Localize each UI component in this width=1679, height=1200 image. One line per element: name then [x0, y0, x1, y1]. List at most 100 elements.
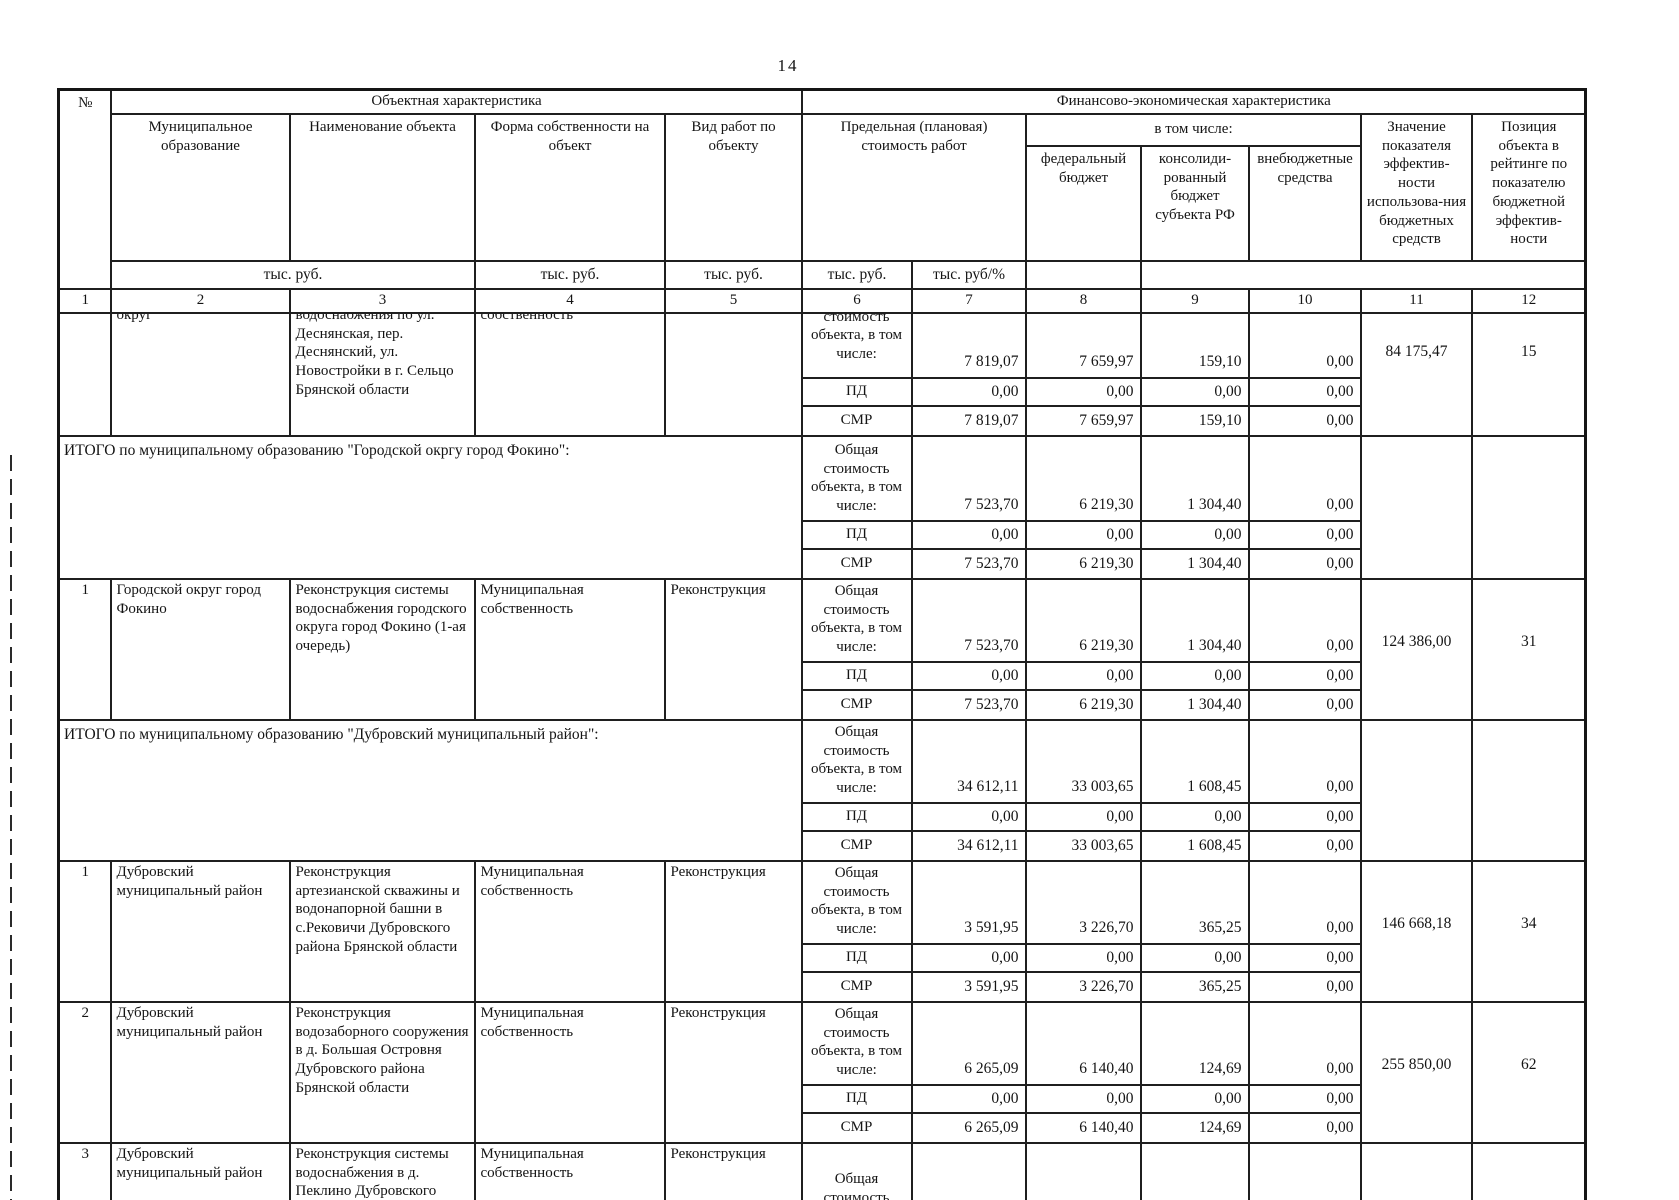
colnum-8: 8 [1024, 287, 1142, 314]
cell-smr-federal: 6 219,30 [1024, 547, 1142, 580]
cell-pd-label: ПД [800, 519, 913, 550]
cell-smr-consolidated: 1 304,40 [1139, 547, 1250, 580]
cell-municipal: Дубровский муниципальный район [109, 1141, 291, 1200]
header-extrabudgetary: внебюджетные средства [1247, 144, 1362, 262]
colnum-7: 7 [910, 287, 1027, 314]
cell-pd-consolidated: 0,00 [1139, 1083, 1250, 1114]
cell-smr-consolidated: 1 304,40 [1139, 688, 1250, 721]
column-numbers-row: 1 2 3 4 5 6 7 8 9 10 11 12 [57, 287, 1587, 314]
cell-total-cost: 7 819,07 [910, 311, 1027, 379]
cell-pd-extrabudgetary: 0,00 [1247, 801, 1362, 832]
cell-smr-total: 7 819,07 [910, 404, 1027, 437]
cell-subtotal-label: ИТОГО по муниципальному образованию "Дуб… [57, 718, 803, 862]
cell-ownership: Муниципальная собственность [473, 1141, 666, 1200]
header-object-name: Наименование объекта [288, 112, 476, 262]
subtotal-row: ИТОГО по муниципальному образованию "Дуб… [57, 718, 1587, 862]
unit-rating-empty [1024, 259, 1142, 290]
page-number: 14 [777, 56, 799, 75]
cell-smr-label: СМР [800, 1111, 913, 1144]
header-no: № [57, 88, 112, 290]
cell-pd-consolidated: 0,00 [1139, 519, 1250, 550]
cell-smr-federal: 7 659,97 [1024, 404, 1142, 437]
cell-object-name: Реконструкция системы водоснабжения в д.… [288, 1141, 476, 1200]
cell-pd-extrabudgetary: 0,00 [1247, 376, 1362, 407]
header-rating: Позиция объекта в рейтинге по показателю… [1470, 112, 1587, 262]
cell-pd-label: ПД [800, 376, 913, 407]
cell-municipal: округ [109, 311, 291, 437]
cell-pd-consolidated: 0,00 [1139, 942, 1250, 973]
cell-efficiency-value: 255 850,00 [1359, 1000, 1473, 1144]
cell-smr-extrabudgetary: 0,00 [1247, 547, 1362, 580]
cell-extrabudgetary-value: 0,00 [1247, 311, 1362, 379]
cell-federal-value: 3 226,70 [1024, 859, 1142, 945]
cell-smr-extrabudgetary: 0,00 [1247, 688, 1362, 721]
header-federal: федеральный бюджет [1024, 144, 1142, 262]
header-including: в том числе: [1024, 112, 1362, 147]
colnum-6: 6 [800, 287, 913, 314]
table-row-pd: ПД 0,00 0,00 0,00 0,00 [59, 660, 1586, 691]
cell-efficiency-value: 146 668,18 [1359, 859, 1473, 1003]
cell-rating-value: 34 [1470, 859, 1587, 1003]
cell-smr-extrabudgetary: 0,00 [1247, 970, 1362, 1003]
cell-pd-consolidated: 0,00 [1139, 801, 1250, 832]
subtotal-row: ИТОГО по муниципальному образованию "Гор… [57, 434, 1587, 580]
cell-pd-extrabudgetary: 0,00 [1247, 660, 1362, 691]
cell-pd-label: ПД [800, 1083, 913, 1114]
cell-total-cost [910, 1141, 1027, 1200]
colnum-12: 12 [1470, 287, 1587, 314]
header-consolidated: консолиди-рованный бюджет субъекта РФ [1139, 144, 1250, 262]
cell-pd-extrabudgetary: 0,00 [1247, 519, 1362, 550]
cell-consolidated-value: 159,10 [1139, 311, 1250, 379]
cell-cost-label: стоимость объекта, в том числе: [800, 311, 913, 379]
unit-cost: тыс. руб. [109, 259, 476, 290]
cell-federal-value: 33 003,65 [1024, 718, 1142, 804]
cell-ownership: Муниципальная собственность [473, 1000, 666, 1144]
cell-efficiency-value: 84 175,47 [1359, 311, 1473, 437]
cell-pd-federal: 0,00 [1024, 801, 1142, 832]
header-row-upper: Муниципальное образование Наименование о… [59, 112, 1587, 262]
cell-pd-total: 0,00 [910, 942, 1027, 973]
cell-smr-extrabudgetary: 0,00 [1247, 829, 1362, 862]
colnum-11: 11 [1359, 287, 1473, 314]
cell-federal-value: 7 659,97 [1024, 311, 1142, 379]
colnum-1: 1 [57, 287, 112, 314]
cell-smr-total: 7 523,70 [910, 547, 1027, 580]
cell-rating-value [1470, 718, 1587, 862]
cell-pd-federal: 0,00 [1024, 519, 1142, 550]
cell-cost-label: Общая стоимость объекта, в том числе: [800, 1141, 913, 1200]
cell-pd-label: ПД [800, 801, 913, 832]
units-row: тыс. руб. тыс. руб. тыс. руб. тыс. руб. … [59, 259, 1586, 290]
cell-municipal: Дубровский муниципальный район [109, 1000, 291, 1144]
table-row: 3 Дубровский муниципальный район Реконст… [57, 1141, 1587, 1200]
cell-rating-value: 15 [1470, 311, 1587, 437]
subtotal-row-smr: СМР 34 612,11 33 003,65 1 608,45 0,00 [59, 829, 1586, 862]
cell-extrabudgetary-value: 0,00 [1247, 859, 1362, 945]
header-row-lower: федеральный бюджет консолиди-рованный бю… [59, 144, 1586, 262]
table-row-smr: СМР 6 265,09 6 140,40 124,69 0,00 [59, 1111, 1586, 1144]
cell-pd-consolidated: 0,00 [1139, 660, 1250, 691]
cell-cost-label: Общая стоимость объекта, в том числе: [800, 718, 913, 804]
cell-smr-federal: 6 140,40 [1024, 1111, 1142, 1144]
table-row: 1 Городской округ город Фокино Реконстру… [57, 577, 1587, 721]
cell-smr-label: СМР [800, 970, 913, 1003]
cell-no: 1 [57, 859, 112, 1003]
cell-federal-value: 6 219,30 [1024, 434, 1142, 522]
cell-cost-label: Общая стоимость объекта, в том числе: [800, 434, 913, 522]
cell-consolidated-value [1139, 1141, 1250, 1200]
header-fin-group: Финансово-экономическая характеристика [800, 88, 1587, 115]
table-row-pd: ПД 0,00 0,00 0,00 0,00 [59, 376, 1586, 407]
table-row-pd: ПД 0,00 0,00 0,00 0,00 [59, 942, 1586, 973]
cell-no: 1 [57, 577, 112, 721]
colnum-10: 10 [1247, 287, 1362, 314]
cell-pd-label: ПД [800, 660, 913, 691]
cell-pd-total: 0,00 [910, 519, 1027, 550]
table-row-smr: СМР 3 591,95 3 226,70 365,25 0,00 [59, 970, 1586, 1003]
cell-total-cost: 7 523,70 [910, 577, 1027, 663]
cell-no: 3 [57, 1141, 112, 1200]
cell-extrabudgetary-value: 0,00 [1247, 577, 1362, 663]
colnum-2: 2 [109, 287, 291, 314]
cell-extrabudgetary-value: 0,00 [1247, 1000, 1362, 1086]
cell-smr-total: 7 523,70 [910, 688, 1027, 721]
cell-total-cost: 6 265,09 [910, 1000, 1027, 1086]
